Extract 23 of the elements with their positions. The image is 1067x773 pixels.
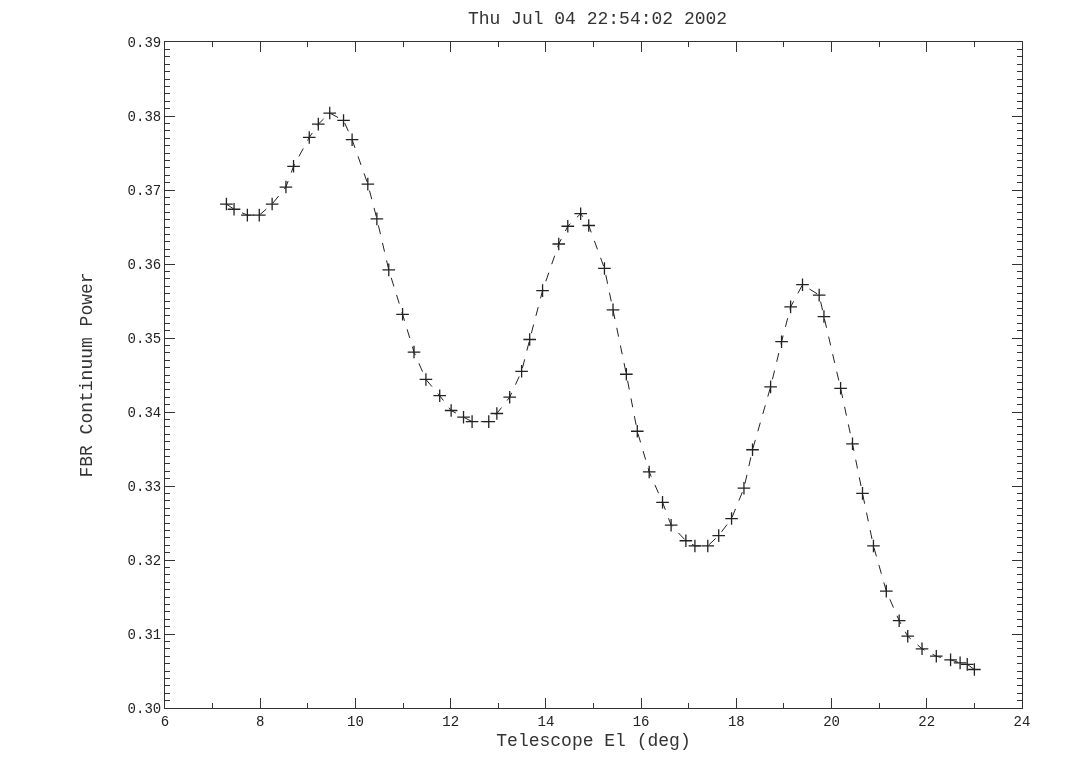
x-tick-label: 6 bbox=[160, 713, 170, 730]
x-axis-title: Telescope El (deg) bbox=[496, 730, 691, 751]
y-tick-label: 0.34 bbox=[127, 404, 162, 421]
y-tick-label: 0.36 bbox=[127, 256, 162, 273]
x-tick-label: 16 bbox=[632, 713, 650, 730]
chart-title: Thu Jul 04 22:54:02 2002 bbox=[467, 9, 728, 30]
x-tick-label: 18 bbox=[727, 713, 745, 730]
y-axis-title: FBR Continuum Power bbox=[76, 272, 97, 478]
y-tick-label: 0.35 bbox=[127, 330, 162, 347]
x-tick-label: 24 bbox=[1013, 713, 1031, 730]
y-tick-label: 0.30 bbox=[127, 700, 162, 717]
y-tick-label: 0.38 bbox=[127, 108, 162, 125]
x-tick-label: 12 bbox=[442, 713, 460, 730]
y-tick-label: 0.33 bbox=[127, 478, 162, 495]
y-tick-label: 0.32 bbox=[127, 552, 162, 569]
x-tick-label: 8 bbox=[256, 713, 265, 730]
y-tick-label: 0.31 bbox=[127, 626, 162, 643]
x-tick-label: 22 bbox=[918, 713, 936, 730]
x-tick-label: 10 bbox=[347, 713, 364, 730]
y-tick-label: 0.37 bbox=[127, 182, 162, 199]
y-tick-label: 0.39 bbox=[127, 34, 162, 51]
x-tick-label: 20 bbox=[823, 713, 840, 730]
x-tick-label: 14 bbox=[537, 713, 555, 730]
